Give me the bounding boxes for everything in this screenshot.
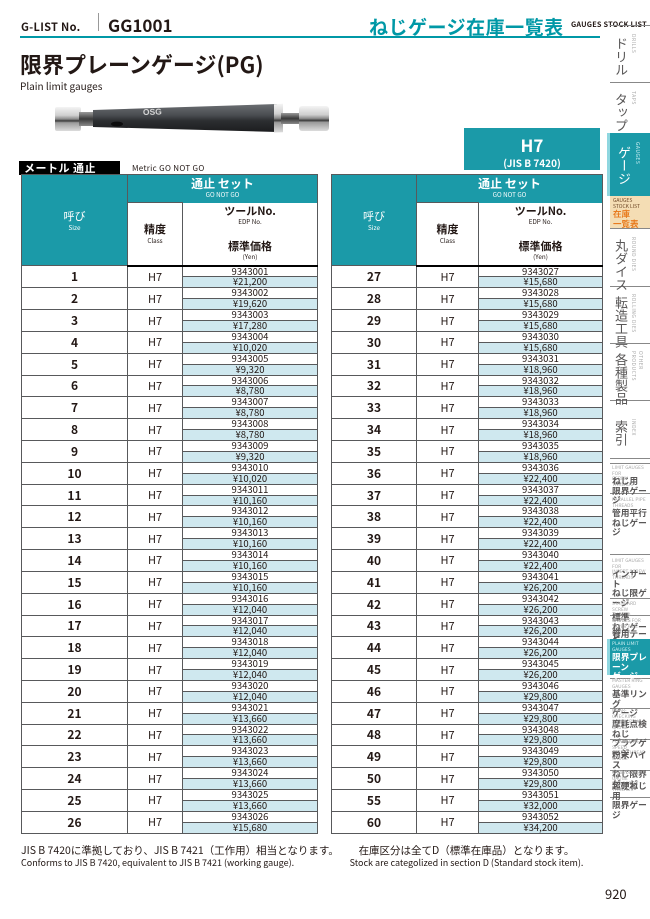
svg-text:OSG: OSG: [143, 106, 163, 117]
